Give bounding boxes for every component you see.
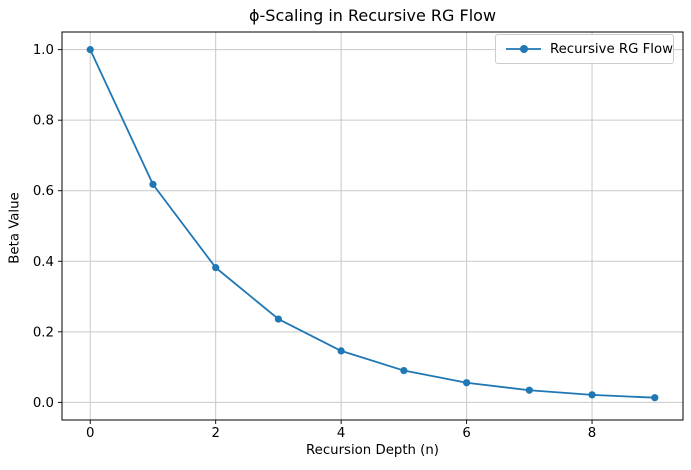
x-tick-label: 0 bbox=[86, 426, 94, 441]
y-tick-label: 0.8 bbox=[33, 114, 54, 129]
x-tick-label: 6 bbox=[462, 426, 470, 441]
series-line bbox=[89, 49, 655, 399]
axes-spines bbox=[61, 31, 684, 421]
y-tick-label: 1.0 bbox=[33, 43, 54, 58]
legend-marker-sample bbox=[520, 45, 528, 53]
x-axis-label: Recursion Depth (n) bbox=[306, 443, 439, 458]
x-tick-label: 4 bbox=[337, 426, 345, 441]
x-tick-label: 8 bbox=[588, 426, 596, 441]
data-point-marker bbox=[462, 379, 471, 387]
data-point-marker bbox=[274, 315, 283, 323]
y-tick-label: 0.6 bbox=[33, 184, 54, 199]
data-point-marker bbox=[86, 46, 94, 54]
y-axis-label: Beta Value bbox=[7, 192, 23, 264]
y-tick-label: 0.0 bbox=[33, 396, 54, 411]
data-point-marker bbox=[400, 366, 408, 375]
data-point-marker bbox=[337, 347, 345, 355]
y-tick-label: 0.2 bbox=[33, 325, 54, 340]
data-point-marker bbox=[588, 391, 596, 399]
legend-line-marker-icon bbox=[506, 45, 541, 53]
data-point-marker bbox=[651, 394, 659, 402]
y-tick-label: 0.4 bbox=[33, 255, 54, 270]
legend: Recursive RG Flow bbox=[495, 34, 674, 64]
data-point-marker bbox=[149, 180, 157, 188]
data-point-marker bbox=[212, 264, 220, 272]
x-tick-label: 2 bbox=[211, 426, 219, 441]
data-point-marker bbox=[525, 386, 533, 394]
legend-label: Recursive RG Flow bbox=[549, 41, 673, 57]
chart-title: ϕ-Scaling in Recursive RG Flow bbox=[248, 6, 497, 25]
